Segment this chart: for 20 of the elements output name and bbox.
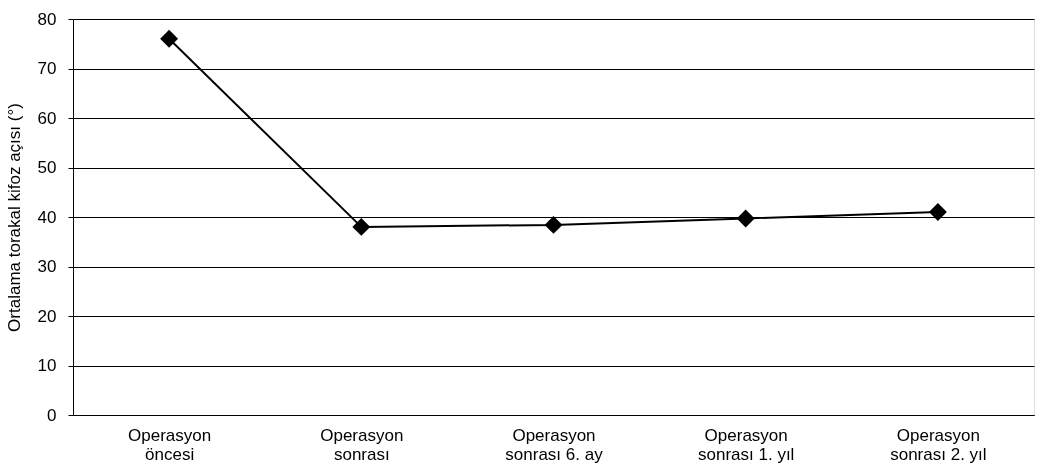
y-tick-label: 30 bbox=[37, 257, 57, 276]
x-tick-label: Operasyon sonrası bbox=[320, 425, 404, 464]
point bbox=[544, 215, 563, 234]
x-tick-label: Operasyon öncesi bbox=[128, 425, 212, 464]
y-tick-label: 50 bbox=[37, 158, 57, 177]
y-tick-label: 40 bbox=[37, 207, 57, 227]
x-tick-label: Operasyon sonrası 1. yıl bbox=[698, 425, 795, 464]
y-tick-label: 20 bbox=[37, 306, 57, 326]
x-tick-label: Operasyon sonrası 6. ay bbox=[505, 425, 604, 464]
point bbox=[160, 29, 179, 48]
y-tick-label: 70 bbox=[37, 59, 57, 78]
y-tick-label: 60 bbox=[37, 108, 57, 128]
y-axis-title: Ortalama torakal kifoz açısı (°) bbox=[4, 103, 24, 332]
point bbox=[928, 203, 947, 221]
y-tick-label: 10 bbox=[37, 356, 57, 375]
point bbox=[736, 209, 755, 228]
x-tick-label: Operasyon sonrası 2. yıl bbox=[890, 425, 987, 464]
y-tick-label: 0 bbox=[47, 405, 57, 425]
point bbox=[352, 217, 371, 236]
y-tick-label: 80 bbox=[37, 9, 57, 29]
